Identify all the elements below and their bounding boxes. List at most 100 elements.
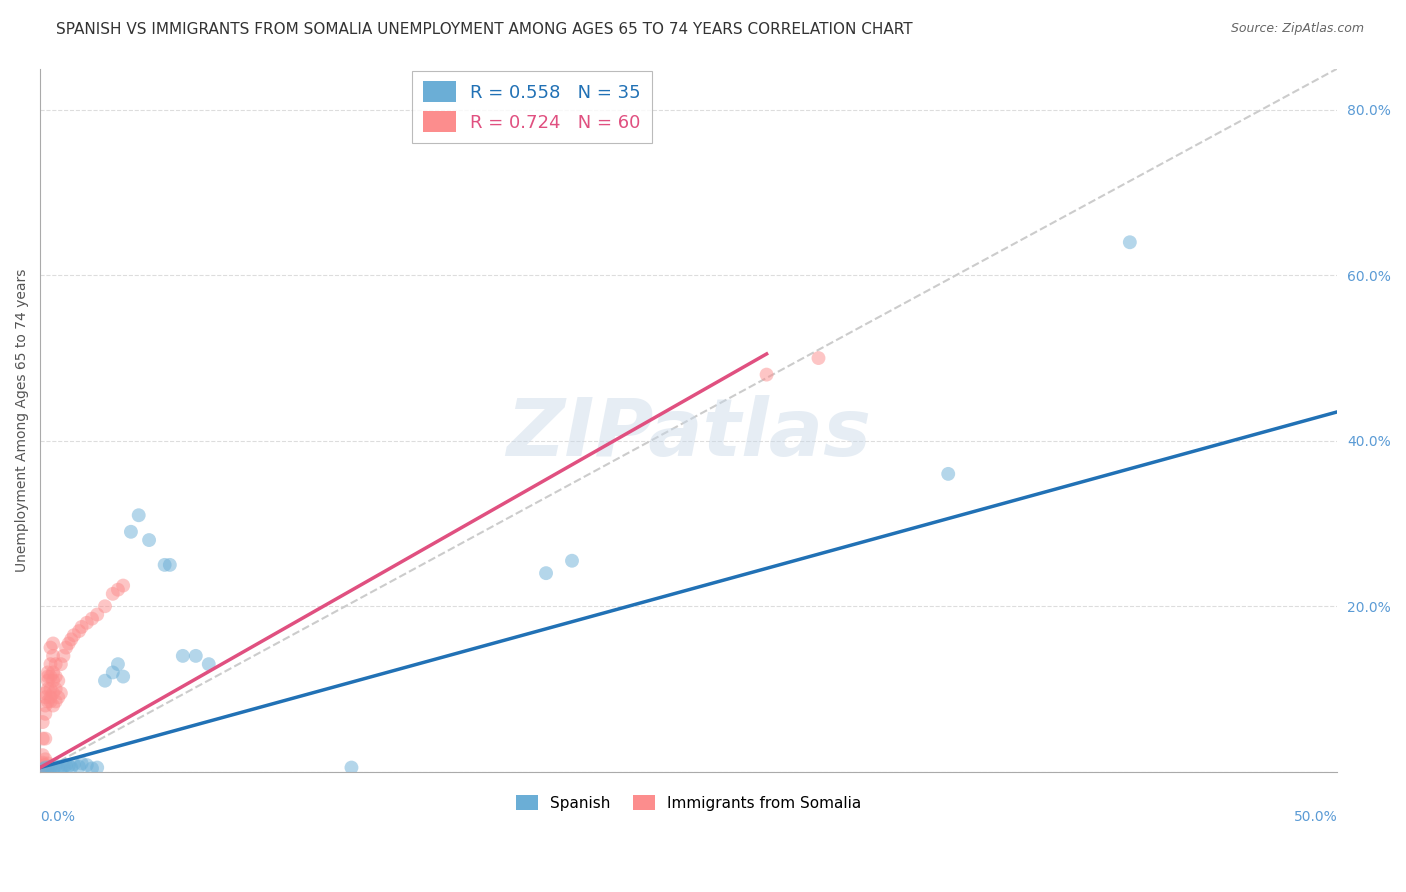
Point xyxy=(31,757,53,772)
Point xyxy=(37,669,59,683)
Point xyxy=(37,761,59,775)
Point xyxy=(45,759,67,773)
Point xyxy=(39,657,62,672)
Point xyxy=(34,731,56,746)
Point xyxy=(172,648,194,663)
Point xyxy=(39,681,62,696)
Point xyxy=(70,620,93,634)
Point xyxy=(42,698,65,713)
Point xyxy=(807,351,830,365)
Point xyxy=(31,762,53,776)
Point xyxy=(755,368,778,382)
Point xyxy=(94,599,117,614)
Point xyxy=(37,756,59,771)
Point xyxy=(34,706,56,721)
Point xyxy=(52,760,75,774)
Point xyxy=(76,615,98,630)
Point xyxy=(37,694,59,708)
Point xyxy=(45,657,67,672)
Point xyxy=(561,554,583,568)
Point xyxy=(49,761,72,775)
Point xyxy=(1119,235,1142,250)
Point xyxy=(153,558,176,572)
Point xyxy=(55,640,77,655)
Point xyxy=(46,673,69,688)
Point xyxy=(534,566,557,581)
Point xyxy=(936,467,959,481)
Point xyxy=(112,669,135,683)
Y-axis label: Unemployment Among Ages 65 to 74 years: Unemployment Among Ages 65 to 74 years xyxy=(15,268,30,572)
Point xyxy=(94,673,117,688)
Point xyxy=(76,758,98,772)
Point xyxy=(340,761,363,775)
Point xyxy=(45,681,67,696)
Point xyxy=(31,761,53,775)
Point xyxy=(39,669,62,683)
Point xyxy=(67,624,90,638)
Point xyxy=(42,673,65,688)
Point xyxy=(42,686,65,700)
Text: 0.0%: 0.0% xyxy=(41,810,75,824)
Point xyxy=(31,762,53,776)
Point xyxy=(31,714,53,729)
Point xyxy=(42,665,65,680)
Point xyxy=(46,690,69,705)
Point xyxy=(34,758,56,772)
Point xyxy=(58,636,80,650)
Point xyxy=(42,648,65,663)
Point xyxy=(49,657,72,672)
Point xyxy=(37,665,59,680)
Point xyxy=(63,628,86,642)
Text: Source: ZipAtlas.com: Source: ZipAtlas.com xyxy=(1230,22,1364,36)
Text: ZIPatlas: ZIPatlas xyxy=(506,395,872,473)
Point xyxy=(107,582,129,597)
Point xyxy=(60,761,83,775)
Point xyxy=(34,698,56,713)
Point xyxy=(31,756,53,770)
Text: SPANISH VS IMMIGRANTS FROM SOMALIA UNEMPLOYMENT AMONG AGES 65 TO 74 YEARS CORREL: SPANISH VS IMMIGRANTS FROM SOMALIA UNEMP… xyxy=(56,22,912,37)
Point xyxy=(159,558,181,572)
Point xyxy=(67,760,90,774)
Point xyxy=(46,761,69,775)
Point xyxy=(39,640,62,655)
Point xyxy=(45,694,67,708)
Point xyxy=(128,508,150,523)
Point xyxy=(112,578,135,592)
Point xyxy=(31,731,53,746)
Point xyxy=(184,648,207,663)
Point xyxy=(55,758,77,772)
Point xyxy=(39,694,62,708)
Point xyxy=(39,762,62,776)
Point xyxy=(34,762,56,776)
Point xyxy=(80,761,103,775)
Point xyxy=(86,761,108,775)
Point xyxy=(60,632,83,647)
Point xyxy=(34,752,56,766)
Point xyxy=(37,681,59,696)
Text: 50.0%: 50.0% xyxy=(1294,810,1337,824)
Point xyxy=(138,533,160,547)
Point xyxy=(70,756,93,771)
Point xyxy=(120,524,142,539)
Point xyxy=(39,690,62,705)
Point xyxy=(101,587,124,601)
Point xyxy=(80,612,103,626)
Point xyxy=(45,669,67,683)
Point xyxy=(42,636,65,650)
Point xyxy=(101,665,124,680)
Point xyxy=(63,757,86,772)
Point xyxy=(37,673,59,688)
Point xyxy=(58,759,80,773)
Point xyxy=(34,690,56,705)
Point xyxy=(37,761,59,775)
Point xyxy=(49,686,72,700)
Point xyxy=(39,760,62,774)
Point xyxy=(34,686,56,700)
Point xyxy=(86,607,108,622)
Point xyxy=(42,762,65,776)
Point xyxy=(52,648,75,663)
Point xyxy=(107,657,129,672)
Point xyxy=(31,759,53,773)
Point xyxy=(31,748,53,763)
Point xyxy=(34,761,56,775)
